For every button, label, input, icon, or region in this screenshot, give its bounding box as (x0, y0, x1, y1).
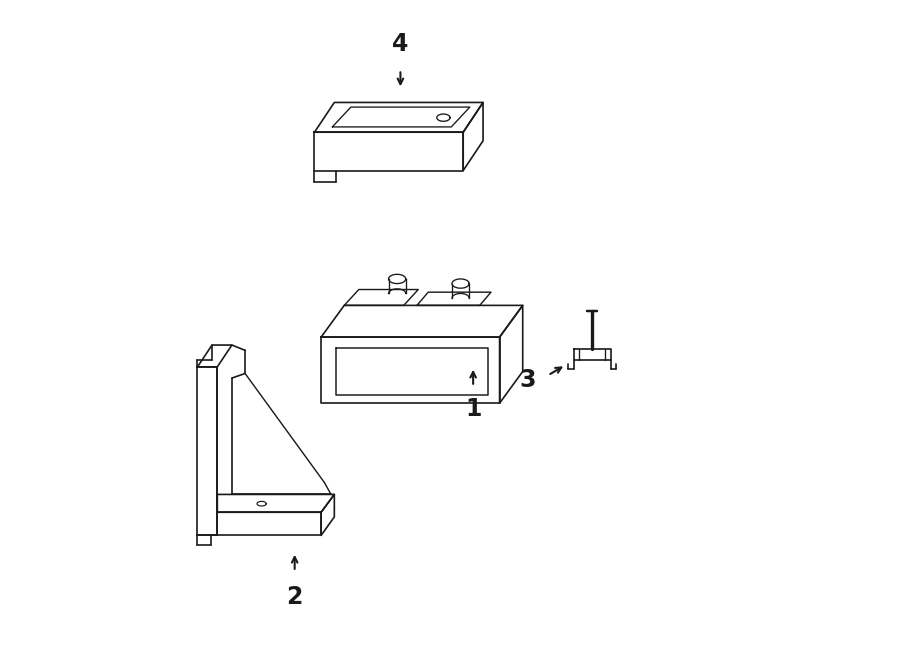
Text: 4: 4 (392, 32, 409, 56)
Text: 1: 1 (465, 397, 482, 420)
Text: 2: 2 (286, 585, 303, 609)
Text: 3: 3 (519, 368, 536, 392)
